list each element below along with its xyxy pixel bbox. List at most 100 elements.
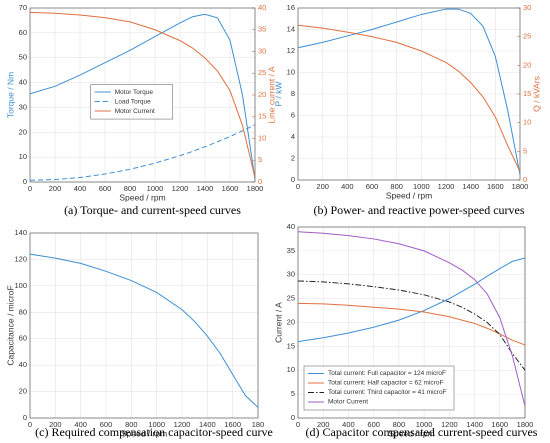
y-tick-label: 70	[19, 3, 27, 12]
x-tick-label: 1400	[199, 420, 216, 429]
y-tick-label: 40	[19, 360, 27, 369]
x-tick-label: 400	[74, 184, 87, 193]
y-tick-label: 20	[287, 317, 295, 326]
y2-tick-label: 25	[523, 32, 531, 41]
x-tick-label: 1400	[197, 184, 214, 193]
x-tick-label: 400	[74, 420, 87, 429]
y2-tick-label: 15	[258, 112, 266, 121]
y-tick-label: 100	[14, 281, 27, 290]
legend-label: Total current: Half capacitor = 62 micro…	[328, 380, 443, 387]
x-axis-label: Speed / rpm	[388, 428, 434, 438]
y2-tick-label: 25	[258, 68, 266, 77]
y2-axis-label: Line current / A	[266, 66, 276, 124]
legend-label: Total current: Full capacitor = 124 micr…	[328, 370, 446, 377]
legend-box	[90, 84, 173, 120]
y-tick-label: 120	[14, 254, 27, 263]
x-tick-label: 0	[28, 184, 32, 193]
x-tick-label: 0	[28, 420, 32, 429]
x-tick-label: 800	[393, 420, 406, 429]
chart-caption: (c) Required compensation capacitor-spee…	[35, 425, 273, 439]
y-tick-label: 4	[291, 132, 295, 141]
series-line	[297, 24, 521, 172]
x-tick-label: 1000	[148, 420, 165, 429]
x-tick-label: 200	[317, 420, 330, 429]
x-axis-label: Speed / rpm	[121, 428, 167, 438]
y2-tick-label: 10	[523, 118, 531, 127]
plot-area	[30, 233, 258, 418]
y-tick-label: 35	[287, 246, 295, 255]
plot-frame	[297, 226, 526, 419]
x-tick-label: 800	[124, 184, 137, 193]
y-tick-label: 40	[19, 78, 27, 87]
x-tick-label: 1600	[222, 184, 239, 193]
x-tick-label: 800	[390, 182, 403, 191]
plot-frame	[29, 7, 256, 183]
x-tick-label: 0	[296, 182, 300, 191]
y-tick-label: 20	[19, 387, 27, 396]
y-tick-label: 40	[287, 222, 295, 231]
x-axis-label: Speed / rpm	[386, 190, 432, 200]
x-tick-label: 400	[341, 182, 354, 191]
y2-tick-label: 40	[258, 3, 266, 12]
legend-label: Total current: Third capacitor = 41 micr…	[328, 389, 447, 396]
x-tick-label: 1000	[416, 420, 433, 429]
chart-caption: (a) Torque- and current-speed curves	[64, 203, 241, 217]
y-tick-label: 0	[23, 177, 27, 186]
y-tick-label: 10	[19, 152, 27, 161]
x-tick-label: 1800	[512, 182, 529, 191]
chart-caption: (d) Capacitor compensated current-speed …	[306, 425, 538, 439]
y2-tick-label: 30	[523, 3, 531, 12]
y-tick-label: 60	[19, 28, 27, 37]
y-tick-label: 5	[291, 389, 295, 398]
y2-tick-label: 35	[258, 25, 266, 34]
y-axis-label: Current / A	[273, 302, 283, 343]
series-line	[297, 8, 521, 175]
y-tick-label: 12	[287, 46, 295, 55]
x-tick-label: 200	[49, 184, 62, 193]
x-tick-label: 1400	[466, 420, 483, 429]
series-line	[29, 11, 256, 178]
x-tick-label: 1200	[441, 420, 458, 429]
y-axis-label: Torque / Nm	[5, 72, 15, 118]
x-tick-label: 1000	[413, 182, 430, 191]
y-tick-label: 30	[19, 102, 27, 111]
x-tick-label: 200	[316, 182, 329, 191]
y-tick-label: 0	[23, 413, 27, 422]
plot-frame	[29, 232, 259, 419]
y2-axis-label: Q / kVArs	[531, 76, 541, 112]
x-tick-label: 400	[342, 420, 355, 429]
legend-label: Load Torque	[115, 98, 151, 105]
x-tick-label: 200	[49, 420, 62, 429]
y2-tick-label: 0	[258, 177, 262, 186]
legend-label: Motor Current	[115, 108, 155, 115]
series-line	[297, 257, 526, 343]
y2-tick-label: 15	[523, 89, 531, 98]
y2-tick-label: 5	[523, 146, 527, 155]
y-tick-label: 6	[291, 110, 295, 119]
legend-label: Motor Torque	[115, 89, 154, 96]
x-tick-label: 1200	[438, 182, 455, 191]
y-tick-label: 10	[287, 67, 295, 76]
y-tick-label: 0	[291, 175, 295, 184]
y-tick-label: 16	[287, 3, 295, 12]
x-tick-label: 600	[99, 184, 112, 193]
y-tick-label: 2	[291, 153, 295, 162]
y-tick-label: 15	[287, 341, 295, 350]
series-line	[29, 253, 259, 408]
x-tick-label: 600	[367, 420, 380, 429]
y-tick-label: 14	[287, 24, 295, 33]
y-tick-label: 20	[19, 127, 27, 136]
x-tick-label: 1600	[487, 182, 504, 191]
chart-caption: (b) Power- and reactive power-speed curv…	[313, 203, 524, 217]
series-line	[297, 280, 526, 371]
y-tick-label: 10	[287, 365, 295, 374]
x-tick-label: 1400	[462, 182, 479, 191]
y2-tick-label: 30	[258, 46, 266, 55]
x-tick-label: 600	[100, 420, 113, 429]
x-tick-label: 1000	[147, 184, 164, 193]
x-tick-label: 1200	[174, 420, 191, 429]
x-tick-label: 800	[125, 420, 138, 429]
plot-frame	[297, 7, 521, 181]
y2-tick-label: 20	[523, 60, 531, 69]
